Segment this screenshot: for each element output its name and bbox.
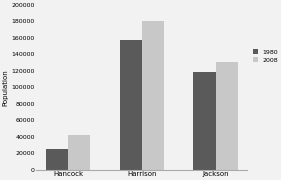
Y-axis label: Population: Population: [3, 69, 9, 106]
Bar: [68, 135, 90, 170]
Bar: [193, 73, 216, 170]
Bar: [142, 21, 164, 170]
Bar: [46, 149, 68, 170]
Legend: 1980, 2008: 1980, 2008: [253, 49, 278, 63]
Bar: [120, 40, 142, 170]
Bar: [216, 62, 238, 170]
